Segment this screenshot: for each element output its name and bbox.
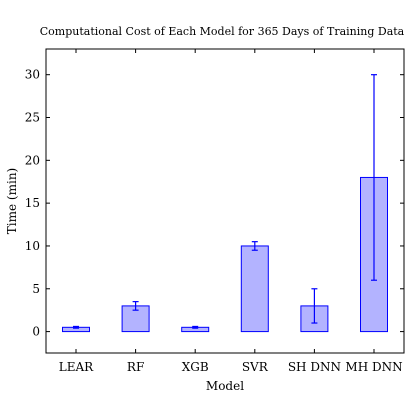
x-tick-label: MH DNN — [345, 360, 402, 374]
error-bar — [132, 301, 139, 311]
y-tick-label: 15 — [25, 196, 40, 210]
bar-series — [62, 176, 388, 333]
bar-svr — [240, 245, 269, 333]
plot-frame — [45, 48, 405, 354]
x-axis-label: Model — [206, 379, 244, 393]
x-tick-label: SVR — [242, 360, 269, 374]
y-tick-label: 0 — [32, 325, 40, 339]
chart-title: Computational Cost of Each Model for 365… — [40, 25, 405, 38]
y-tick-label: 10 — [25, 239, 40, 253]
y-axis-label: Time (min) — [5, 168, 19, 234]
error-bars — [73, 74, 377, 329]
x-tick-label: XGB — [182, 360, 209, 374]
y-tick-label: 5 — [32, 282, 40, 296]
x-tick-label: LEAR — [59, 360, 94, 374]
y-tick-label: 20 — [25, 153, 40, 167]
error-bar — [251, 241, 258, 251]
error-bar — [192, 325, 199, 329]
y-tick-label: 30 — [25, 68, 40, 82]
error-bar — [311, 288, 318, 324]
error-bar — [73, 325, 79, 329]
x-tick-label: RF — [127, 360, 144, 374]
x-axis: LEAR RF XGB SVR SH DNN MH DNN — [59, 49, 403, 374]
y-axis: 0 5 10 15 20 25 30 — [25, 68, 404, 339]
error-bar — [371, 74, 377, 281]
plot-area — [45, 48, 405, 354]
y-tick-label: 25 — [25, 111, 40, 125]
x-tick-label: SH DNN — [288, 360, 341, 374]
